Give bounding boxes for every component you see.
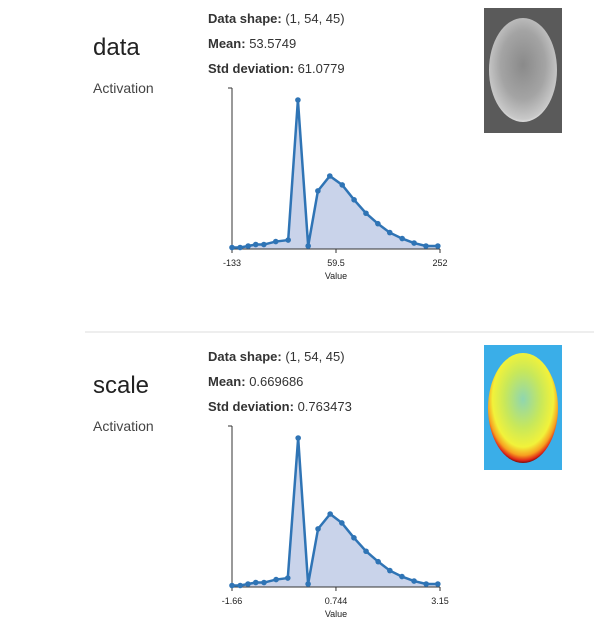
layer-kind: Activation	[93, 418, 154, 434]
histogram-point	[245, 581, 251, 587]
histogram-point	[327, 173, 333, 179]
histogram-point	[411, 578, 417, 584]
histogram-point	[305, 243, 311, 249]
layer-visualizations: data Activation Data shape: (1, 54, 45) Mea…	[0, 0, 594, 629]
stat-label: Mean:	[208, 374, 246, 389]
stat-value: 0.669686	[249, 374, 303, 389]
histogram-point	[229, 583, 235, 589]
histogram-point	[237, 245, 243, 251]
histogram-point	[327, 511, 333, 517]
x-axis-label: Value	[325, 271, 347, 281]
histogram-point	[351, 535, 357, 541]
histogram-point	[273, 239, 279, 245]
stat-value: (1, 54, 45)	[285, 11, 344, 26]
activation-image-shape	[488, 353, 558, 463]
x-tick-label: -1.66	[222, 596, 243, 606]
activation-image-shape	[489, 18, 557, 122]
histogram-point	[285, 575, 291, 581]
histogram-point	[411, 240, 417, 246]
histogram-point	[375, 221, 381, 227]
stat-label: Mean:	[208, 36, 246, 51]
stat-label: Data shape:	[208, 11, 282, 26]
layer-panel: scale Activation Data shape: (1, 54, 45) Me…	[93, 349, 449, 619]
histogram-point	[245, 243, 251, 249]
stat-label: Std deviation:	[208, 399, 294, 414]
page: {"panels": [ {"name": "data", "kind": "A…	[0, 0, 594, 629]
histogram-point	[285, 237, 291, 243]
stat-label: Data shape:	[208, 349, 282, 364]
layer-name: scale	[93, 372, 149, 399]
histogram-point	[229, 245, 235, 251]
stat-line: Std deviation: 61.0779	[208, 61, 345, 76]
histogram-point	[315, 526, 321, 532]
layer-kind: Activation	[93, 80, 154, 96]
layer-panel: data Activation Data shape: (1, 54, 45) Mea…	[93, 11, 448, 281]
histogram-point	[253, 242, 259, 248]
histogram-point	[237, 583, 243, 589]
histogram-point	[339, 520, 345, 526]
histogram-point	[423, 581, 429, 587]
stat-value: 53.5749	[249, 36, 296, 51]
stat-line: Data shape: (1, 54, 45)	[208, 349, 345, 364]
histogram-point	[423, 243, 429, 249]
stat-line: Mean: 53.5749	[208, 36, 296, 51]
layer-name: data	[93, 34, 140, 61]
stat-label: Std deviation:	[208, 61, 294, 76]
stat-value: 61.0779	[298, 61, 345, 76]
x-tick-label: 0.744	[325, 596, 348, 606]
histogram-point	[273, 577, 279, 583]
stat-value: (1, 54, 45)	[285, 349, 344, 364]
x-tick-label: 252	[432, 258, 447, 268]
histogram-point	[435, 243, 441, 249]
histogram-point	[295, 435, 301, 441]
x-tick-label: 59.5	[327, 258, 345, 268]
histogram-point	[399, 236, 405, 242]
stat-value: 0.763473	[298, 399, 352, 414]
histogram-point	[261, 580, 267, 586]
stat-line: Std deviation: 0.763473	[208, 399, 352, 414]
histogram-area	[232, 438, 438, 587]
histogram-point	[339, 182, 345, 188]
histogram-point	[363, 548, 369, 554]
histogram-point	[351, 197, 357, 203]
x-tick-label: 3.15	[431, 596, 449, 606]
histogram-point	[253, 580, 259, 586]
x-tick-label: -133	[223, 258, 241, 268]
histogram-point	[315, 188, 321, 194]
stat-line: Mean: 0.669686	[208, 374, 303, 389]
histogram-point	[387, 230, 393, 236]
histogram-point	[363, 210, 369, 216]
histogram-area	[232, 100, 438, 249]
histogram-point	[305, 581, 311, 587]
histogram-point	[261, 242, 267, 248]
stat-line: Data shape: (1, 54, 45)	[208, 11, 345, 26]
histogram-point	[387, 568, 393, 574]
histogram-point	[375, 559, 381, 565]
histogram-point	[435, 581, 441, 587]
histogram-point	[399, 574, 405, 580]
x-axis-label: Value	[325, 609, 347, 619]
histogram-point	[295, 97, 301, 103]
